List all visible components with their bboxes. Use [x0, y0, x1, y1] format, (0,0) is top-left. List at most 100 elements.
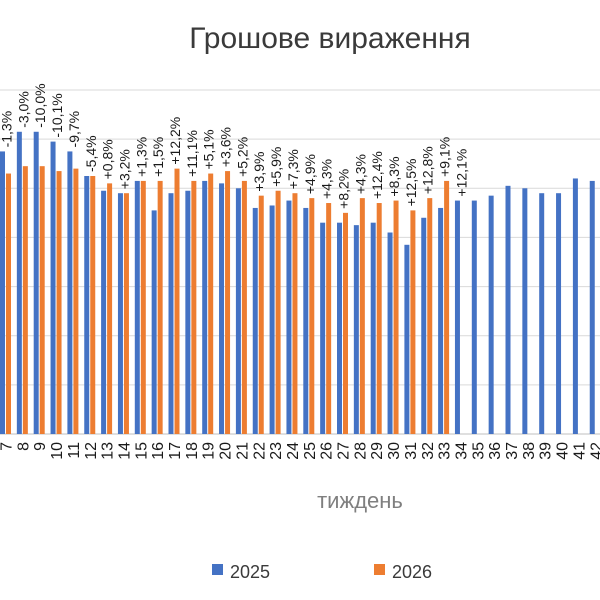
x-tick-label: 18 — [184, 442, 201, 460]
bar-2025 — [134, 180, 140, 434]
x-tick-label: 34 — [453, 442, 470, 460]
bar-2025 — [353, 225, 359, 434]
x-tick-labels: 7 8 9 10 11 12 13 14 15 16 17 18 19 20 21 22 23 24 25 26 27 2… — [0, 442, 600, 460]
x-tick-label: 33 — [437, 442, 454, 460]
x-axis-title: тиждень — [317, 488, 403, 513]
data-label: +3,6% — [218, 127, 234, 167]
data-label: -5,4% — [83, 135, 99, 172]
bar-2025 — [539, 193, 545, 434]
x-tick-label: 10 — [49, 442, 66, 460]
x-tick-label: 29 — [369, 442, 386, 460]
bar-2025 — [252, 207, 258, 434]
bar-2026 — [393, 200, 399, 434]
bar-2025 — [50, 141, 56, 434]
bar-2025 — [67, 151, 73, 434]
bar-2026 — [123, 193, 129, 434]
x-tick-label: 15 — [133, 442, 150, 460]
data-label: -10,1% — [49, 93, 65, 137]
bar-2025 — [269, 205, 275, 434]
bar-2026 — [73, 168, 79, 434]
bar-2025 — [404, 244, 410, 434]
bar-2025 — [505, 185, 511, 434]
x-tick-label: 16 — [150, 442, 167, 460]
data-label: +3,9% — [251, 152, 267, 192]
data-label: +3,2% — [116, 149, 132, 189]
bar-2026 — [174, 168, 180, 434]
bar-2026 — [56, 171, 62, 435]
bar-2025 — [337, 222, 342, 434]
x-tick-label: 14 — [116, 442, 133, 460]
bar-2026 — [376, 203, 382, 434]
x-tick-label: 41 — [571, 442, 588, 460]
data-label: +11,1% — [184, 130, 200, 177]
data-label: +8,3% — [386, 156, 402, 196]
data-label: +12,5% — [403, 159, 419, 207]
x-tick-label: 40 — [555, 442, 572, 460]
legend-swatch — [212, 564, 223, 575]
data-label: +12,8% — [420, 146, 436, 194]
bar-2025 — [202, 180, 208, 434]
x-tick-label: 37 — [504, 442, 521, 460]
bar-2025 — [370, 222, 376, 434]
bar-2026 — [191, 180, 197, 434]
bar-2025 — [33, 131, 39, 434]
x-tick-label: 27 — [336, 442, 353, 460]
data-label: +7,3% — [285, 149, 301, 189]
bar-2026 — [157, 180, 163, 434]
data-label: +8,2% — [336, 169, 352, 209]
bar-2025 — [522, 188, 528, 434]
bar-2026 — [444, 180, 450, 434]
data-label: -9,7% — [66, 111, 82, 148]
x-tick-label: 23 — [268, 442, 285, 460]
bar-2025 — [168, 193, 174, 434]
x-tick-label: 42 — [588, 442, 600, 460]
data-label: +5,1% — [201, 129, 217, 169]
data-label: -10,0% — [32, 83, 48, 127]
bar-2026 — [359, 198, 365, 434]
bar-2026 — [225, 171, 231, 435]
x-tick-label: 20 — [218, 442, 235, 460]
x-tick-label: 30 — [386, 442, 403, 460]
x-tick-label: 31 — [403, 442, 420, 460]
bar-2026 — [107, 183, 113, 434]
data-label: -3,0% — [15, 91, 31, 128]
data-labels: -1,3%-3,0% -10,0% -10,1% -9,7%-5,4% +0,8% +3,… — [0, 83, 469, 208]
bar-2025 — [0, 151, 5, 434]
bar-2025 — [387, 232, 393, 434]
gridlines — [0, 89, 600, 435]
bar-2026 — [22, 166, 28, 434]
data-label: +5,2% — [234, 137, 250, 177]
bar-2026 — [140, 180, 146, 434]
bar-2026 — [326, 203, 332, 434]
bars — [0, 131, 595, 435]
bar-2025 — [286, 200, 292, 434]
x-tick-label: 7 — [0, 442, 16, 451]
x-tick-label: 24 — [285, 442, 302, 460]
bar-2025 — [151, 210, 157, 434]
bar-2025 — [235, 188, 241, 434]
bar-2026 — [90, 176, 96, 434]
x-tick-label: 13 — [100, 442, 117, 460]
legend-label: 2025 — [230, 562, 270, 582]
bar-2026 — [275, 190, 281, 434]
data-label: +4,3% — [352, 154, 368, 194]
data-label: +9,1% — [437, 137, 453, 177]
data-label: +12,4% — [369, 151, 385, 199]
bar-2025 — [117, 193, 123, 434]
x-tick-label: 8 — [15, 442, 32, 451]
x-tick-label: 12 — [83, 442, 100, 460]
x-tick-label: 22 — [251, 442, 268, 460]
data-label: +12,1% — [453, 149, 469, 197]
x-tick-label: 32 — [420, 442, 437, 460]
bar-2025 — [488, 195, 494, 434]
x-tick-label: 39 — [538, 442, 555, 460]
bar-2025 — [320, 222, 326, 434]
bar-2025 — [572, 178, 578, 434]
bar-2026 — [427, 198, 433, 434]
x-tick-label: 17 — [167, 442, 184, 460]
legend-swatch — [374, 564, 385, 575]
x-tick-label: 28 — [352, 442, 369, 460]
bar-2025 — [438, 207, 444, 434]
